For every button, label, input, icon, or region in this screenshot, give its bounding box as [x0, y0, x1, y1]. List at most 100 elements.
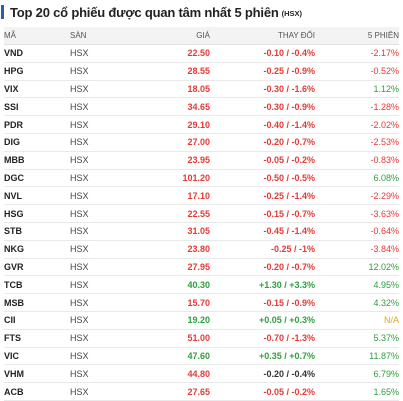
stock-symbol-link[interactable]: MBB	[4, 151, 70, 170]
stock-change: -0.15 / -0.7%	[210, 204, 315, 223]
stock-symbol-link[interactable]: CII	[4, 311, 70, 330]
stock-change: +0.05 / +0.3%	[210, 311, 315, 330]
table-row[interactable]: SSI HSX 34.65 -0.30 / -0.9% -1.28%	[4, 97, 399, 117]
stock-price: 15.70	[140, 293, 210, 312]
stock-exchange: HSX	[70, 240, 140, 259]
stock-price: 22.50	[140, 44, 210, 63]
stock-symbol-link[interactable]: VHM	[4, 364, 70, 384]
stock-symbol-link[interactable]: HPG	[4, 62, 70, 81]
stock-5-session-change: N/A	[315, 311, 399, 330]
stock-symbol-link[interactable]: DIG	[4, 133, 70, 152]
stock-5-session-change: -2.17%	[315, 44, 399, 63]
stock-5-session-change: -0.83%	[315, 151, 399, 170]
table-row[interactable]: ACB HSX 27.65 -0.05 / -0.2% 1.65%	[4, 382, 399, 401]
stock-exchange: HSX	[70, 151, 140, 170]
stock-change: -0.45 / -1.4%	[210, 222, 315, 241]
stock-5-session-change: 1.12%	[315, 80, 399, 99]
stock-price: 29.10	[140, 115, 210, 134]
table-row[interactable]: VHM HSX 44.80 -0.20 / -0.4% 6.79%	[4, 364, 399, 384]
stock-change: -0.25 / -1%	[210, 240, 315, 259]
stock-exchange: HSX	[70, 80, 140, 99]
stock-change: -0.50 / -0.5%	[210, 169, 315, 188]
table-row[interactable]: MBB HSX 23.95 -0.05 / -0.2% -0.83%	[4, 151, 399, 170]
stock-exchange: HSX	[70, 275, 140, 295]
stock-change: -0.05 / -0.2%	[210, 151, 315, 170]
stock-change: -0.20 / -0.7%	[210, 258, 315, 277]
stock-price: 23.95	[140, 151, 210, 170]
table-row[interactable]: NVL HSX 17.10 -0.25 / -1.4% -2.29%	[4, 186, 399, 206]
column-header-change[interactable]: THAY ĐỔI	[210, 27, 315, 45]
stock-symbol-link[interactable]: GVR	[4, 258, 70, 277]
stock-change: -0.05 / -0.2%	[210, 382, 315, 401]
widget-header: Top 20 cổ phiếu được quan tâm nhất 5 phi…	[0, 2, 302, 22]
table-row[interactable]: TCB HSX 40.30 +1.30 / +3.3% 4.95%	[4, 275, 399, 295]
table-row[interactable]: HSG HSX 22.55 -0.15 / -0.7% -3.63%	[4, 204, 399, 223]
stock-exchange: HSX	[70, 311, 140, 330]
stock-5-session-change: 5.37%	[315, 329, 399, 348]
table-row[interactable]: STB HSX 31.05 -0.45 / -1.4% -0.64%	[4, 222, 399, 241]
stock-price: 47.60	[140, 347, 210, 366]
table-header-row: MÃ SÀN GIÁ THAY ĐỔI 5 PHIÊN	[4, 27, 399, 45]
table-row[interactable]: FTS HSX 51.00 -0.70 / -1.3% 5.37%	[4, 329, 399, 348]
stock-exchange: HSX	[70, 364, 140, 384]
stock-price: 27.00	[140, 133, 210, 152]
stock-change: -0.30 / -1.6%	[210, 80, 315, 99]
stock-5-session-change: -2.53%	[315, 133, 399, 152]
stock-5-session-change: -0.52%	[315, 62, 399, 81]
stock-5-session-change: -2.29%	[315, 186, 399, 206]
stock-symbol-link[interactable]: VIC	[4, 347, 70, 366]
stock-exchange: HSX	[70, 222, 140, 241]
stock-5-session-change: 1.65%	[315, 382, 399, 401]
stock-symbol-link[interactable]: VND	[4, 44, 70, 63]
stock-exchange: HSX	[70, 382, 140, 401]
stock-symbol-link[interactable]: NVL	[4, 186, 70, 206]
table-row[interactable]: GVR HSX 27.95 -0.20 / -0.7% 12.02%	[4, 258, 399, 277]
stock-5-session-change: -0.64%	[315, 222, 399, 241]
stock-symbol-link[interactable]: ACB	[4, 382, 70, 401]
stock-price: 101.20	[140, 169, 210, 188]
stock-change: -0.20 / -0.4%	[210, 364, 315, 384]
widget-title-exchange: (HSX)	[281, 8, 303, 18]
stock-price: 28.55	[140, 62, 210, 81]
stock-exchange: HSX	[70, 204, 140, 223]
stock-symbol-link[interactable]: FTS	[4, 329, 70, 348]
widget-title: Top 20 cổ phiếu được quan tâm nhất 5 phi…	[10, 4, 279, 20]
stock-change: -0.10 / -0.4%	[210, 44, 315, 63]
stock-price: 31.05	[140, 222, 210, 241]
stock-5-session-change: 6.79%	[315, 364, 399, 384]
stock-price: 22.55	[140, 204, 210, 223]
stock-symbol-link[interactable]: PDR	[4, 115, 70, 134]
stock-change: +0.35 / +0.7%	[210, 347, 315, 366]
stock-symbol-link[interactable]: MSB	[4, 293, 70, 312]
stock-symbol-link[interactable]: VIX	[4, 80, 70, 99]
column-header-exchange[interactable]: SÀN	[70, 27, 140, 45]
stock-exchange: HSX	[70, 258, 140, 277]
stock-price: 44.80	[140, 364, 210, 384]
column-header-price[interactable]: GIÁ	[140, 27, 210, 45]
table-row[interactable]: DIG HSX 27.00 -0.20 / -0.7% -2.53%	[4, 133, 399, 152]
stock-exchange: HSX	[70, 347, 140, 366]
table-row[interactable]: PDR HSX 29.10 -0.40 / -1.4% -2.02%	[4, 115, 399, 134]
stock-change: -0.25 / -1.4%	[210, 186, 315, 206]
stock-symbol-link[interactable]: DGC	[4, 169, 70, 188]
stock-symbol-link[interactable]: SSI	[4, 97, 70, 117]
stock-5-session-change: -3.63%	[315, 204, 399, 223]
column-header-symbol[interactable]: MÃ	[4, 27, 70, 45]
table-row[interactable]: VND HSX 22.50 -0.10 / -0.4% -2.17%	[4, 44, 399, 63]
table-row[interactable]: VIX HSX 18.05 -0.30 / -1.6% 1.12%	[4, 80, 399, 99]
stock-symbol-link[interactable]: NKG	[4, 240, 70, 259]
table-row[interactable]: DGC HSX 101.20 -0.50 / -0.5% 6.08%	[4, 169, 399, 188]
table-row[interactable]: CII HSX 19.20 +0.05 / +0.3% N/A	[4, 311, 399, 330]
table-row[interactable]: MSB HSX 15.70 -0.15 / -0.9% 4.32%	[4, 293, 399, 312]
stock-symbol-link[interactable]: HSG	[4, 204, 70, 223]
stock-symbol-link[interactable]: TCB	[4, 275, 70, 295]
table-row[interactable]: NKG HSX 23.80 -0.25 / -1% -3.84%	[4, 240, 399, 259]
stock-5-session-change: -3.84%	[315, 240, 399, 259]
column-header-5-sessions[interactable]: 5 PHIÊN	[315, 27, 399, 45]
stock-price: 18.05	[140, 80, 210, 99]
stock-exchange: HSX	[70, 293, 140, 312]
stock-symbol-link[interactable]: STB	[4, 222, 70, 241]
table-row[interactable]: VIC HSX 47.60 +0.35 / +0.7% 11.87%	[4, 347, 399, 366]
stock-exchange: HSX	[70, 329, 140, 348]
table-row[interactable]: HPG HSX 28.55 -0.25 / -0.9% -0.52%	[4, 62, 399, 81]
